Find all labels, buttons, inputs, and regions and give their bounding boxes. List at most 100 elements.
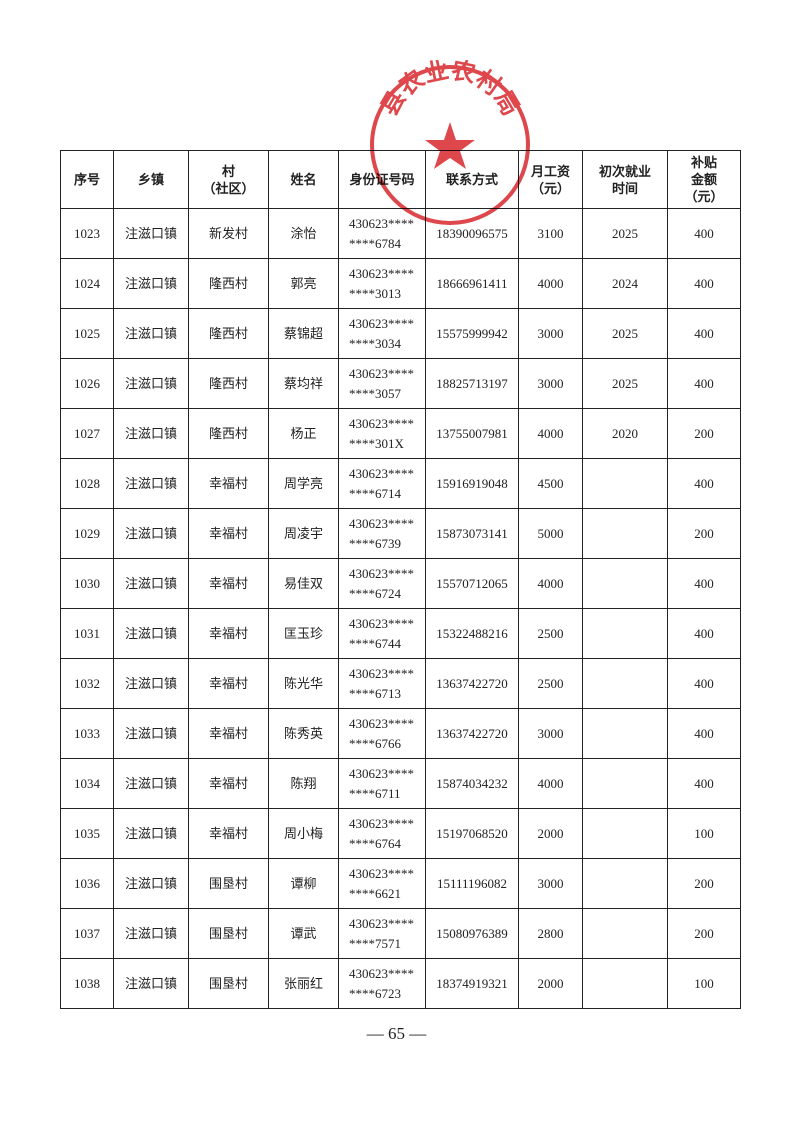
header-text: 村	[221, 163, 235, 179]
cell-salary: 2000	[518, 958, 583, 1009]
cell-name: 陈光华	[268, 658, 339, 709]
cell-salary: 3000	[518, 858, 583, 909]
cell-no: 1032	[60, 658, 114, 709]
cell-subsidy: 100	[667, 808, 741, 859]
cell-phone: 13637422720	[425, 708, 519, 759]
cell-phone: 15873073141	[425, 508, 519, 559]
cell-year	[582, 708, 668, 759]
cell-phone: 15111196082	[425, 858, 519, 909]
cell-year	[582, 558, 668, 609]
cell-subsidy: 400	[667, 258, 741, 309]
cell-year: 2025	[582, 358, 668, 409]
cell-phone: 15322488216	[425, 608, 519, 659]
cell-phone: 15570712065	[425, 558, 519, 609]
header-cell: 序号	[60, 150, 114, 209]
cell-id: 430623**** ****6621	[338, 858, 426, 909]
cell-village: 幸福村	[188, 658, 269, 709]
cell-name: 杨正	[268, 408, 339, 459]
cell-name: 陈翔	[268, 758, 339, 809]
cell-subsidy: 400	[667, 658, 741, 709]
cell-year: 2025	[582, 208, 668, 259]
cell-no: 1033	[60, 708, 114, 759]
cell-phone: 13637422720	[425, 658, 519, 709]
table-row: 1029 注滋口镇 幸福村 周凌宇 430623**** ****6739 15873073…	[60, 508, 741, 559]
id-line: ****7571	[349, 935, 401, 951]
cell-town: 注滋口镇	[113, 458, 189, 509]
cell-subsidy: 200	[667, 408, 741, 459]
cell-subsidy: 200	[667, 858, 741, 909]
cell-town: 注滋口镇	[113, 308, 189, 359]
header-row: 序号 乡镇村（社区） 姓名 身份证号码 联系方式 月工资 （元） 初次就业 时间 补贴 金额 （元）	[60, 150, 741, 209]
cell-no: 1028	[60, 458, 114, 509]
cell-salary: 4000	[518, 258, 583, 309]
cell-village: 幸福村	[188, 608, 269, 659]
id-line: ****301X	[349, 435, 404, 451]
cell-year	[582, 608, 668, 659]
id-line: 430623****	[349, 615, 414, 631]
cell-subsidy: 400	[667, 608, 741, 659]
cell-town: 注滋口镇	[113, 558, 189, 609]
cell-year	[582, 858, 668, 909]
cell-name: 易佳双	[268, 558, 339, 609]
cell-subsidy: 400	[667, 358, 741, 409]
cell-town: 注滋口镇	[113, 908, 189, 959]
id-line: 430623****	[349, 365, 414, 381]
cell-year	[582, 908, 668, 959]
id-line: ****3013	[349, 285, 401, 301]
cell-year: 2025	[582, 308, 668, 359]
id-line: ****6711	[349, 785, 401, 801]
cell-subsidy: 100	[667, 958, 741, 1009]
id-line: 430623****	[349, 565, 414, 581]
cell-no: 1026	[60, 358, 114, 409]
cell-village: 幸福村	[188, 458, 269, 509]
cell-phone: 13755007981	[425, 408, 519, 459]
cell-salary: 3000	[518, 308, 583, 359]
cell-id: 430623**** ****6764	[338, 808, 426, 859]
header-text: 序号	[73, 172, 100, 187]
table-row: 1023 注滋口镇 新发村 涂怡 430623**** ****6784 183900965…	[60, 208, 741, 259]
header-cell: 补贴 金额 （元）	[667, 150, 741, 209]
cell-no: 1030	[60, 558, 114, 609]
header-text: 初次就业	[598, 163, 651, 179]
id-line: ****6714	[349, 485, 401, 501]
cell-name: 周小梅	[268, 808, 339, 859]
cell-id: 430623**** ****6711	[338, 758, 426, 809]
cell-village: 围垦村	[188, 858, 269, 909]
seal-text-path: 县农业农村局	[377, 60, 524, 120]
cell-no: 1034	[60, 758, 114, 809]
cell-name: 蔡锦超	[268, 308, 339, 359]
cell-year	[582, 758, 668, 809]
cell-year	[582, 458, 668, 509]
cell-salary: 4000	[518, 758, 583, 809]
cell-year	[582, 808, 668, 859]
cell-id: 430623**** ****6713	[338, 658, 426, 709]
cell-subsidy: 400	[667, 558, 741, 609]
cell-no: 1029	[60, 508, 114, 559]
cell-name: 郭亮	[268, 258, 339, 309]
cell-salary: 4500	[518, 458, 583, 509]
cell-id: 430623**** ****6744	[338, 608, 426, 659]
cell-no: 1037	[60, 908, 114, 959]
cell-id: 430623**** ****6714	[338, 458, 426, 509]
cell-year	[582, 658, 668, 709]
cell-name: 周学亮	[268, 458, 339, 509]
cell-phone: 18374919321	[425, 958, 519, 1009]
cell-phone: 18666961411	[425, 258, 519, 309]
cell-id: 430623**** ****3057	[338, 358, 426, 409]
header-text: 姓名	[290, 172, 317, 187]
cell-town: 注滋口镇	[113, 408, 189, 459]
cell-subsidy: 200	[667, 508, 741, 559]
header-text: 联系方式	[445, 172, 498, 187]
table-row: 1036 注滋口镇 围垦村 谭柳 430623**** ****6621 151111960…	[60, 858, 741, 909]
id-line: 430623****	[349, 265, 414, 281]
header-cell: 月工资 （元）	[518, 150, 583, 209]
cell-town: 注滋口镇	[113, 608, 189, 659]
cell-no: 1035	[60, 808, 114, 859]
header-cell: 联系方式	[425, 150, 519, 209]
subsidy-table: 序号 乡镇村（社区） 姓名 身份证号码 联系方式 月工资 （元） 初次就业 时间 补贴 金额 （元） …	[60, 150, 741, 1009]
cell-subsidy: 400	[667, 208, 741, 259]
table-row: 1028 注滋口镇 幸福村 周学亮 430623**** ****6714 15916919…	[60, 458, 741, 509]
cell-id: 430623**** ****3013	[338, 258, 426, 309]
header-cell: 初次就业 时间	[582, 150, 668, 209]
